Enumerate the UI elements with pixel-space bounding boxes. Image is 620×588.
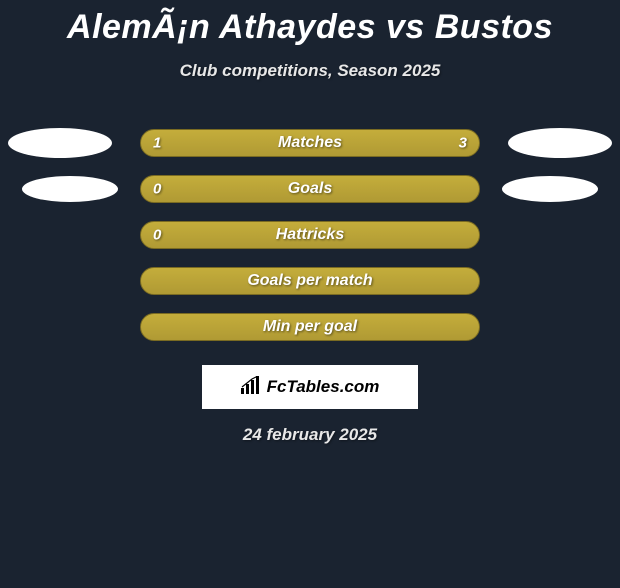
- stat-value-left: 1: [153, 135, 161, 152]
- stat-value-left: 0: [153, 181, 161, 198]
- stat-value-right: 3: [459, 135, 467, 152]
- subtitle: Club competitions, Season 2025: [0, 61, 620, 81]
- player-right-marker: [502, 176, 598, 202]
- player-right-marker: [508, 128, 612, 158]
- date-label: 24 february 2025: [0, 425, 620, 445]
- player-left-marker: [22, 176, 118, 202]
- stat-label: Matches: [278, 134, 342, 152]
- stat-bar: Min per goal: [140, 313, 480, 341]
- stat-row-hattricks: 0 Hattricks: [0, 221, 620, 249]
- stat-row-min-per-goal: Min per goal: [0, 313, 620, 341]
- stat-label: Hattricks: [276, 226, 344, 244]
- page-title: AlemÃ¡n Athaydes vs Bustos: [0, 8, 620, 47]
- stat-row-goals: 0 Goals: [0, 175, 620, 203]
- stat-bar: 0 Goals: [140, 175, 480, 203]
- stat-bar: 0 Hattricks: [140, 221, 480, 249]
- player-left-marker: [8, 128, 112, 158]
- stat-value-left: 0: [153, 227, 161, 244]
- logo-box: FcTables.com: [202, 365, 418, 409]
- logo-text: FcTables.com: [267, 377, 380, 397]
- stat-row-matches: 1 Matches 3: [0, 129, 620, 157]
- stat-bar: Goals per match: [140, 267, 480, 295]
- stat-label: Goals per match: [247, 272, 372, 290]
- stat-label: Goals: [288, 180, 332, 198]
- stat-label: Min per goal: [263, 318, 357, 336]
- stat-row-goals-per-match: Goals per match: [0, 267, 620, 295]
- stat-bar: 1 Matches 3: [140, 129, 480, 157]
- stats-container: 1 Matches 3 0 Goals 0 Hattricks Goals pe…: [0, 129, 620, 341]
- bar-chart-icon: [241, 376, 263, 399]
